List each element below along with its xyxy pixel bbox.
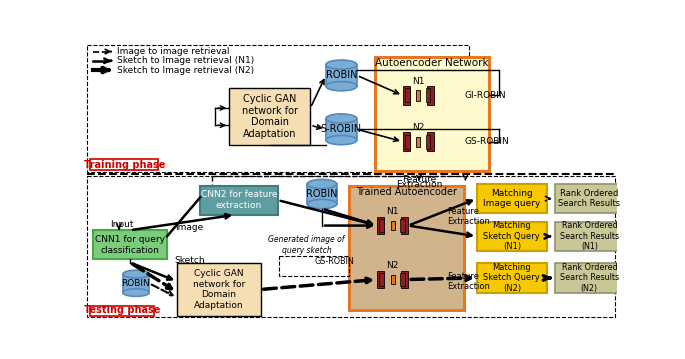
Text: ROBIN: ROBIN xyxy=(325,70,357,80)
Text: S-ROBIN: S-ROBIN xyxy=(321,124,362,134)
Bar xyxy=(554,222,624,251)
Text: GS-ROBIN: GS-ROBIN xyxy=(314,257,354,266)
Bar xyxy=(477,263,547,293)
Ellipse shape xyxy=(308,180,337,188)
Bar xyxy=(427,132,434,151)
Text: GI-ROBIN: GI-ROBIN xyxy=(464,91,506,100)
Bar xyxy=(93,230,167,260)
Bar xyxy=(87,176,615,317)
Bar xyxy=(477,222,547,251)
Bar xyxy=(200,186,278,215)
Text: Feature
Extraction: Feature Extraction xyxy=(447,272,490,292)
Text: Cyclic GAN
network for
Domain
Adaptation: Cyclic GAN network for Domain Adaptation xyxy=(242,94,298,139)
Text: N1: N1 xyxy=(386,207,399,216)
Text: Matching
Sketch Query
(N2): Matching Sketch Query (N2) xyxy=(484,263,540,293)
Bar xyxy=(416,90,421,101)
Text: Image to image retrieval: Image to image retrieval xyxy=(116,47,229,56)
Text: Training phase: Training phase xyxy=(84,160,165,170)
Bar xyxy=(326,118,357,140)
Ellipse shape xyxy=(326,135,357,145)
Text: CNN2 for feature
extraction: CNN2 for feature extraction xyxy=(201,191,277,210)
Text: Input: Input xyxy=(110,220,134,229)
Text: GS-ROBIN: GS-ROBIN xyxy=(464,137,509,146)
Text: ROBIN: ROBIN xyxy=(306,189,338,199)
Bar xyxy=(401,217,408,234)
Bar xyxy=(390,275,395,284)
Bar xyxy=(379,219,384,232)
Text: Rank Ordered
Search Results: Rank Ordered Search Results xyxy=(558,189,621,208)
Bar xyxy=(425,135,430,149)
Text: Cyclic GAN
network for
Domain
Adaptation: Cyclic GAN network for Domain Adaptation xyxy=(192,269,245,309)
Bar xyxy=(400,219,405,232)
Text: Testing phase: Testing phase xyxy=(84,305,160,315)
Bar xyxy=(375,57,489,171)
Bar xyxy=(405,88,410,102)
Text: Image: Image xyxy=(175,223,203,232)
Text: CNN1 for query
classification: CNN1 for query classification xyxy=(95,235,165,255)
Text: Rank Ordered
Search Results
(N2): Rank Ordered Search Results (N2) xyxy=(560,263,619,293)
Bar xyxy=(279,256,349,276)
Bar xyxy=(308,184,337,204)
Text: N2: N2 xyxy=(386,261,399,270)
Bar xyxy=(477,184,547,213)
Bar xyxy=(400,273,405,286)
Ellipse shape xyxy=(326,114,357,123)
Text: Trained Autoencoder: Trained Autoencoder xyxy=(356,187,457,197)
Text: N1: N1 xyxy=(412,77,425,86)
Text: Sketch to Image retrieval (N2): Sketch to Image retrieval (N2) xyxy=(116,66,253,75)
Bar xyxy=(349,186,464,310)
Ellipse shape xyxy=(326,60,357,69)
Bar xyxy=(425,88,430,102)
Ellipse shape xyxy=(123,289,149,297)
Bar xyxy=(403,132,410,151)
Bar xyxy=(554,184,624,213)
Text: Feature: Feature xyxy=(401,175,436,184)
Text: Rank Ordered
Search Results
(N1): Rank Ordered Search Results (N1) xyxy=(560,222,619,251)
Bar xyxy=(87,45,469,172)
Text: Matching
Image query: Matching Image query xyxy=(483,189,540,208)
Bar xyxy=(90,159,158,170)
Bar xyxy=(177,262,261,316)
Bar xyxy=(326,65,357,86)
Text: Sketch: Sketch xyxy=(175,256,206,265)
Bar xyxy=(403,86,410,105)
Bar xyxy=(90,306,154,316)
Ellipse shape xyxy=(123,270,149,278)
Text: Feature
Extraction: Feature Extraction xyxy=(447,207,490,226)
Bar xyxy=(401,271,408,288)
Bar xyxy=(377,271,384,288)
Ellipse shape xyxy=(308,199,337,209)
Text: ROBIN: ROBIN xyxy=(122,279,151,288)
Bar xyxy=(390,221,395,230)
Text: Matching
Sketch Query
(N1): Matching Sketch Query (N1) xyxy=(484,222,540,251)
Bar xyxy=(123,274,149,293)
Bar xyxy=(405,135,410,149)
Text: Sketch to Image retrieval (N1): Sketch to Image retrieval (N1) xyxy=(116,56,254,65)
Bar xyxy=(427,86,434,105)
Bar xyxy=(377,217,384,234)
Bar xyxy=(554,263,624,293)
Bar xyxy=(229,88,310,145)
Bar xyxy=(379,273,384,286)
Text: Extraction: Extraction xyxy=(396,180,442,189)
Text: N2: N2 xyxy=(412,123,425,132)
Bar xyxy=(416,136,421,147)
Text: Generated image of
query sketch: Generated image of query sketch xyxy=(269,235,345,255)
Text: Autoencoder Network: Autoencoder Network xyxy=(375,58,489,68)
Ellipse shape xyxy=(326,81,357,91)
